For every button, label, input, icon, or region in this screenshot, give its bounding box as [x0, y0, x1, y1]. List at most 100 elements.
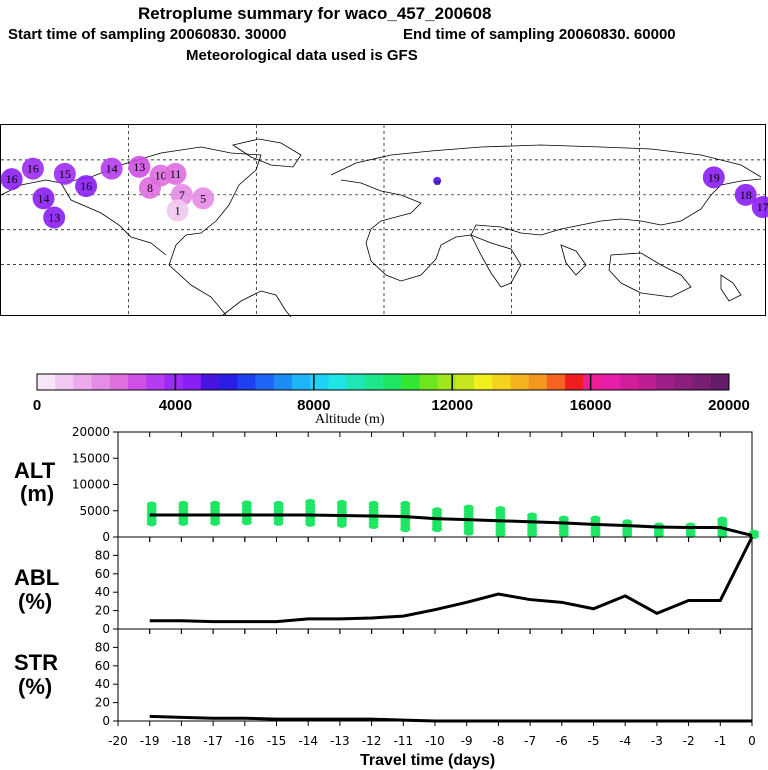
y-tick-label: 5000 [79, 504, 110, 518]
plume-point [734, 183, 757, 206]
colorbar-tick-label: 16000 [570, 397, 612, 414]
colorbar-swatch [91, 374, 111, 390]
alt-scatter-point [558, 515, 569, 522]
plume-point [100, 157, 123, 180]
colorbar-swatch [310, 374, 329, 390]
plume-point [138, 176, 161, 199]
colorbar-swatch [182, 374, 202, 390]
plume-point [166, 199, 189, 222]
colorbar-swatch [474, 374, 493, 390]
plume-point [75, 175, 98, 198]
coastline [222, 290, 292, 318]
plume-point-label: 16 [27, 162, 39, 176]
plume-point-label: 17 [757, 200, 768, 214]
colorbar-tick-label: 0 [33, 397, 41, 414]
x-tick-label: -6 [556, 734, 568, 748]
alt-scatter-point [622, 519, 633, 526]
x-tick-label: -9 [461, 734, 473, 748]
x-tick-label: -1 [714, 734, 726, 748]
colorbar-tick-label: 20000 [708, 397, 750, 414]
x-tick-label: -14 [298, 734, 318, 748]
coastline [720, 274, 742, 302]
colorbar-tick-label: 8000 [297, 397, 330, 414]
y-tick-label: 80 [95, 548, 110, 562]
plume-point-label: 14 [106, 162, 118, 176]
x-tick-label: -5 [588, 734, 600, 748]
colorbar-frame [36, 373, 730, 391]
plume-point-label: 13 [48, 211, 60, 225]
map-panel: 16 16 15 14 13 10 11 8 7 5 1 16 14 13 15 19 18 17 [0, 124, 768, 318]
x-tick-label: -7 [524, 734, 536, 748]
alt-scatter-point [400, 500, 411, 507]
y-tick-label: 40 [95, 677, 110, 691]
plume-point-label: 16 [80, 179, 92, 193]
y-tick-label: 0 [102, 530, 110, 544]
y-tick-label: 80 [95, 640, 110, 654]
colorbar-swatch [419, 374, 439, 390]
colorbar-swatch [710, 374, 730, 390]
x-tick-label: -15 [267, 734, 287, 748]
alt-scatter-point [590, 515, 601, 522]
y-tick-label: 40 [95, 585, 110, 599]
abl-label-top: ABL [14, 565, 59, 590]
colorbar-swatch [455, 374, 475, 390]
plume-point [433, 176, 442, 185]
alt-scatter-point [178, 500, 189, 507]
plume-point-label: 8 [147, 181, 153, 195]
x-tick-label: -19 [140, 734, 160, 748]
y-tick-label: 20000 [72, 425, 110, 439]
plume-point [0, 168, 23, 191]
colorbar-swatch [546, 374, 566, 390]
plume-point [53, 162, 76, 185]
colorbar-swatch [528, 374, 548, 390]
plume-point-label: 16 [6, 172, 18, 186]
plume-point [21, 157, 44, 180]
colorbar-tick-label: 4000 [159, 397, 192, 414]
plume-point [702, 166, 725, 189]
y-tick-label: 60 [95, 567, 110, 581]
coastline [330, 144, 762, 178]
x-tick-label: 0 [748, 734, 756, 748]
colorbar-swatch [255, 374, 275, 390]
alt-scatter-point [432, 507, 442, 514]
colorbar-swatch [565, 374, 584, 390]
x-tick-label: -16 [235, 734, 255, 748]
coastline [608, 252, 692, 298]
y-tick-label: 10000 [72, 478, 110, 492]
plume-point [164, 162, 187, 185]
colorbar-swatch [73, 374, 93, 390]
end-time-label: End time of sampling 20060830. 60000 [403, 26, 676, 43]
alt-scatter-point [241, 500, 252, 507]
y-tick-label: 15000 [72, 451, 110, 465]
plume-point [192, 187, 215, 210]
y-tick-label: 0 [102, 622, 110, 636]
colorbar-swatch [601, 374, 621, 390]
colorbar-swatch [492, 374, 511, 390]
altitude-line [149, 513, 753, 537]
alt-scatter-point [495, 506, 506, 513]
abl-line [149, 536, 754, 624]
x-tick-label: -10 [425, 734, 445, 748]
x-tick-label: -17 [203, 734, 223, 748]
plume-point [43, 206, 66, 229]
colorbar-swatch [273, 374, 293, 390]
colorbar-swatch [128, 374, 147, 390]
colorbar-swatch [164, 374, 184, 390]
coastline [60, 182, 167, 256]
str-line [149, 714, 752, 723]
start-time-label: Start time of sampling 20060830. 30000 [8, 26, 287, 43]
x-axis-label: Travel time (days) [360, 752, 495, 769]
str-label-top: STR [14, 650, 58, 675]
x-tick-label: -11 [393, 734, 413, 748]
altitude-colorbar: 0 4000 8000 12000 16000 20000 [33, 373, 750, 414]
colorbar-swatch [656, 374, 675, 390]
plume-point-label: 13 [133, 160, 145, 174]
plume-point-label: 15 [434, 181, 440, 187]
alt-scatter-point [463, 504, 474, 511]
y-tick-label: 20 [95, 696, 110, 710]
plume-point [32, 187, 55, 210]
colorbar-swatch [55, 374, 74, 390]
chart-title: Retroplume summary for waco_457_200608 [138, 4, 492, 23]
plume-point [128, 155, 151, 178]
